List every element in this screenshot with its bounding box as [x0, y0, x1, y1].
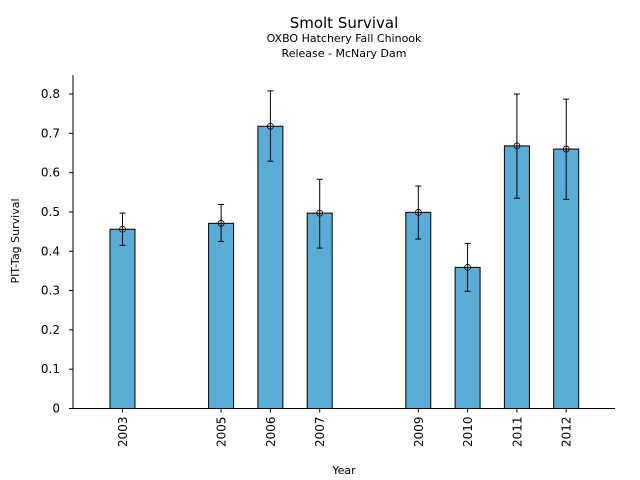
error-bars-group	[119, 90, 570, 292]
x-tick-label-2003: 2003	[116, 417, 130, 448]
x-tick-label-2007: 2007	[313, 417, 327, 448]
x-ticks-group: 2003 2005 2006 2007 2009 2010 2011 2012	[116, 408, 574, 448]
chart-title: Smolt Survival	[290, 14, 399, 32]
y-tick-label-0.2: 0.2	[41, 323, 60, 337]
bar-2012	[553, 148, 580, 409]
data-point-2009	[414, 208, 422, 216]
bars-group	[109, 125, 580, 410]
y-tick-label-0.8: 0.8	[41, 87, 60, 101]
x-tick-label-2006: 2006	[264, 417, 278, 448]
x-tick-label-2010: 2010	[461, 417, 475, 448]
chart-subtitle-line-2: Release - McNary Dam	[282, 47, 407, 60]
y-tick-label-0.1: 0.1	[41, 362, 60, 376]
x-tick-label-2009: 2009	[412, 417, 426, 448]
y-axis-label: PIT-Tag Survival	[9, 198, 22, 283]
data-point-2011	[513, 142, 521, 150]
y-tick-label-0.4: 0.4	[41, 244, 60, 258]
y-tick-label-0: 0	[52, 402, 60, 416]
data-point-2005	[217, 219, 225, 227]
y-ticks-group: 0 0.1 0.2 0.3 0.4 0.5 0.6 0.7 0.8	[41, 87, 73, 416]
x-tick-label-2005: 2005	[215, 417, 229, 448]
chart-subtitle-line-1: OXBO Hatchery Fall Chinook	[267, 32, 422, 45]
data-point-2003	[119, 225, 126, 233]
bar-2003	[109, 228, 136, 409]
bar-2009	[405, 211, 432, 409]
data-point-2006	[266, 122, 274, 130]
data-point-2010	[464, 263, 472, 271]
y-tick-label-0.6: 0.6	[41, 166, 60, 180]
bar-2006	[257, 125, 284, 410]
bar-2005	[208, 222, 235, 409]
x-tick-label-2011: 2011	[510, 417, 524, 448]
x-tick-label-2012: 2012	[560, 417, 574, 448]
y-tick-label-0.5: 0.5	[41, 205, 60, 219]
x-axis-label: Year	[331, 464, 356, 477]
data-point-2007	[316, 209, 324, 217]
y-tick-label-0.7: 0.7	[41, 126, 60, 140]
y-tick-label-0.3: 0.3	[41, 284, 60, 298]
data-point-2012	[562, 145, 570, 153]
